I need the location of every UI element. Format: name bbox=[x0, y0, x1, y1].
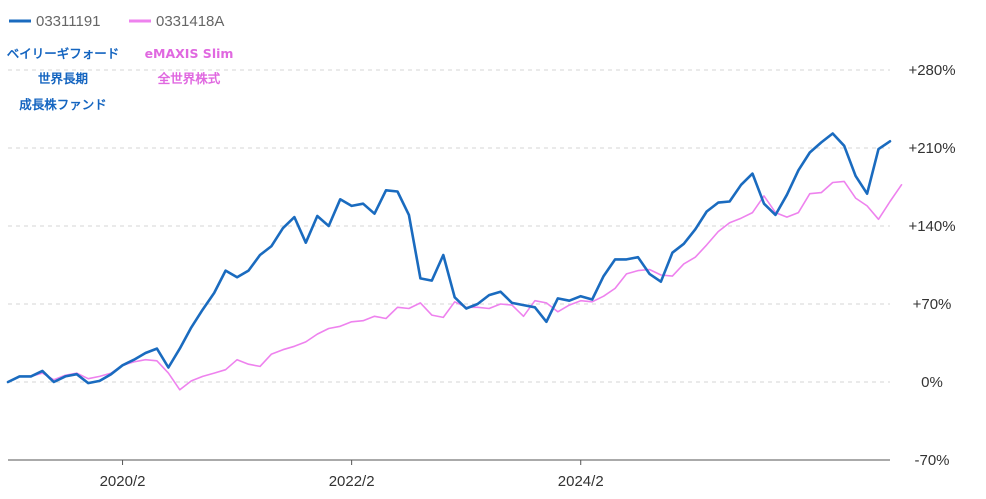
annotation-line: 世界長期 bbox=[38, 71, 88, 86]
y-tick-label: +140% bbox=[908, 218, 955, 235]
x-tick-label: 2024/2 bbox=[558, 473, 604, 490]
series-line-1 bbox=[6, 132, 892, 385]
y-tick-label: -70% bbox=[914, 452, 949, 469]
annotation-series-1: ベイリーギフォード 世界長期 成長株ファンド bbox=[7, 46, 120, 112]
series-lines bbox=[6, 132, 903, 391]
y-tick-label: +210% bbox=[908, 140, 955, 157]
annotation-series-2: eMAXIS Slim 全世界株式 bbox=[145, 46, 234, 86]
annotation-line: 全世界株式 bbox=[157, 71, 221, 86]
series-line-2 bbox=[7, 180, 903, 391]
annotation-line: 成長株ファンド bbox=[19, 97, 107, 112]
annotation-line: ベイリーギフォード bbox=[7, 46, 120, 61]
legend-label-series-1: 03311191 bbox=[36, 13, 101, 30]
grid bbox=[8, 69, 890, 383]
x-tick-label: 2020/2 bbox=[100, 473, 146, 490]
y-tick-label: 0% bbox=[921, 374, 943, 391]
legend-label-series-2: 0331418A bbox=[156, 13, 224, 30]
legend: 03311191 0331418A bbox=[9, 13, 224, 30]
x-axis-ticks: 2020/2 2022/2 2024/2 bbox=[100, 460, 604, 490]
x-tick-label: 2022/2 bbox=[329, 473, 375, 490]
y-tick-label: +280% bbox=[908, 62, 955, 79]
y-tick-label: +70% bbox=[913, 296, 952, 313]
annotation-line: eMAXIS Slim bbox=[145, 46, 234, 61]
y-axis-ticks: +280% +210% +140% +70% 0% -70% bbox=[908, 62, 955, 469]
